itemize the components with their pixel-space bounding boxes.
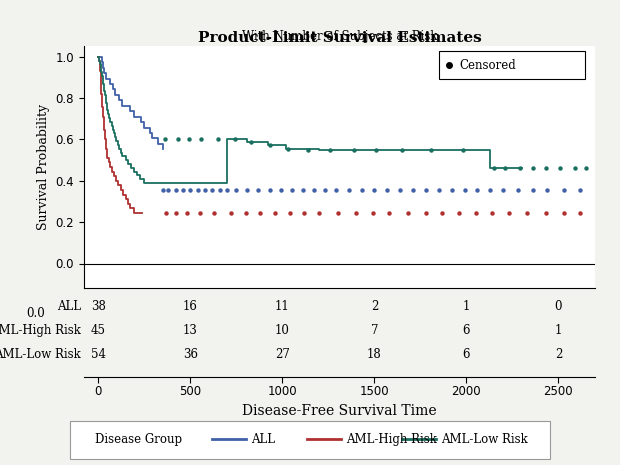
- FancyBboxPatch shape: [70, 421, 550, 459]
- Text: 38: 38: [91, 300, 106, 313]
- Y-axis label: Survival Probability: Survival Probability: [37, 104, 50, 231]
- Text: 13: 13: [183, 324, 198, 337]
- Text: With Number of Subjects at Risk: With Number of Subjects at Risk: [242, 30, 437, 43]
- Text: 10: 10: [275, 324, 290, 337]
- Text: 1: 1: [463, 300, 470, 313]
- Text: 11: 11: [275, 300, 290, 313]
- X-axis label: Disease-Free Survival Time: Disease-Free Survival Time: [242, 404, 436, 418]
- Text: 0: 0: [555, 300, 562, 313]
- Text: AML-Low Risk: AML-Low Risk: [0, 348, 81, 361]
- Text: ALL: ALL: [252, 433, 275, 446]
- Text: AML-High Risk: AML-High Risk: [0, 324, 81, 337]
- FancyBboxPatch shape: [439, 51, 585, 79]
- Text: 45: 45: [91, 324, 106, 337]
- Text: 54: 54: [91, 348, 106, 361]
- Title: Product-Limit Survival Estimates: Product-Limit Survival Estimates: [198, 31, 481, 45]
- Text: 18: 18: [367, 348, 382, 361]
- Text: 6: 6: [463, 348, 470, 361]
- Text: AML-Low Risk: AML-Low Risk: [441, 433, 528, 446]
- Text: Censored: Censored: [459, 59, 516, 72]
- Text: ALL: ALL: [57, 300, 81, 313]
- Text: 27: 27: [275, 348, 290, 361]
- Text: 36: 36: [183, 348, 198, 361]
- Text: 16: 16: [183, 300, 198, 313]
- Text: 1: 1: [555, 324, 562, 337]
- Text: 2: 2: [555, 348, 562, 361]
- Text: 6: 6: [463, 324, 470, 337]
- Text: 0.0: 0.0: [27, 307, 45, 320]
- Text: AML-High Risk: AML-High Risk: [347, 433, 437, 446]
- Text: 2: 2: [371, 300, 378, 313]
- Text: 7: 7: [371, 324, 378, 337]
- Text: Disease Group: Disease Group: [95, 433, 182, 446]
